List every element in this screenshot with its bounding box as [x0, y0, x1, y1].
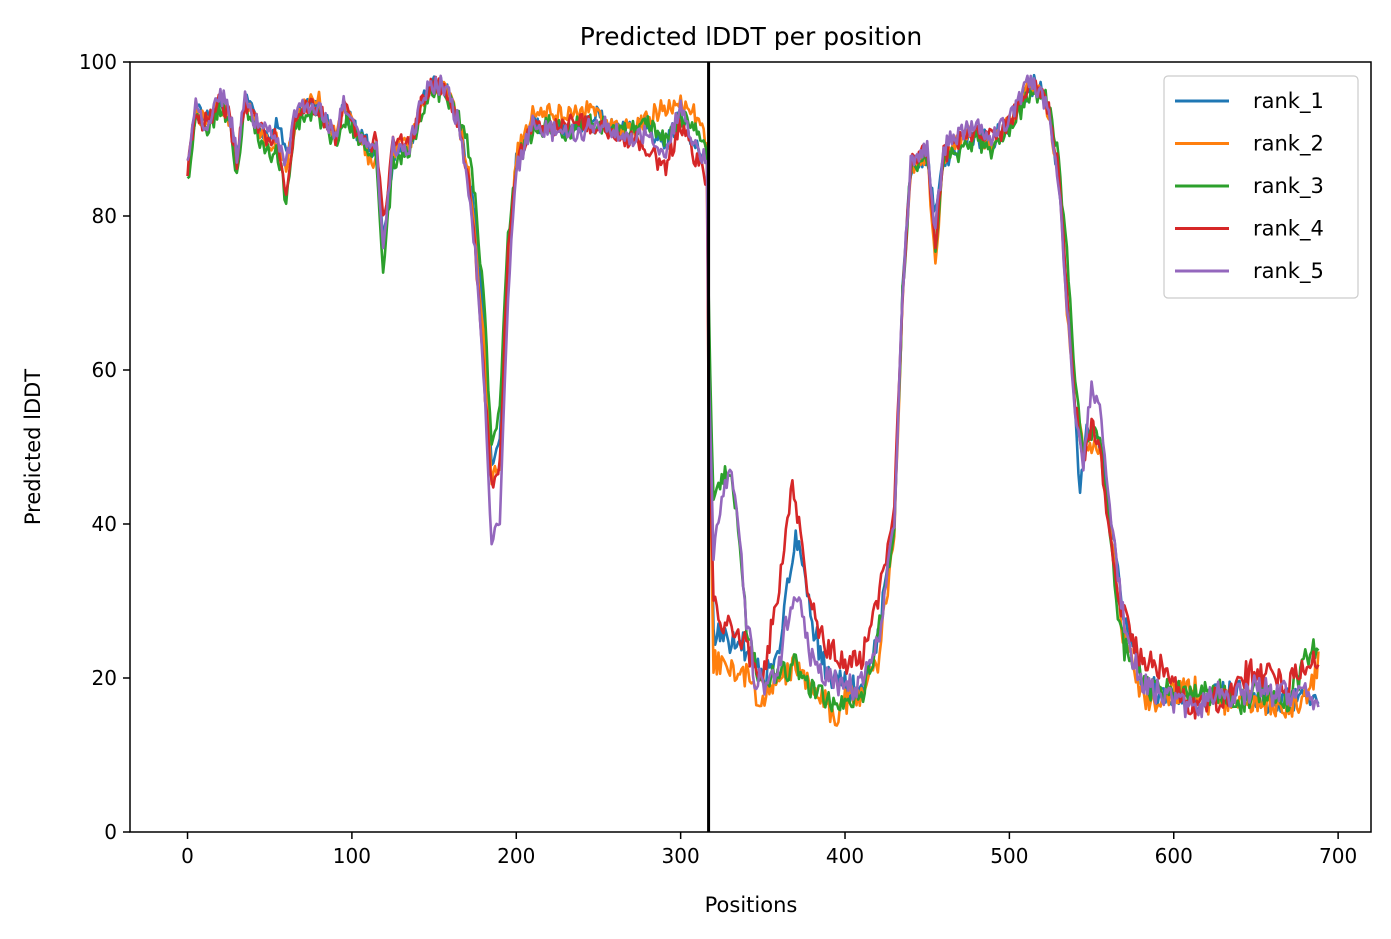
legend: rank_1 rank_2 rank_3 rank_4 rank_5 [1163, 75, 1359, 299]
legend-label-rank_2: rank_2 [1253, 132, 1324, 157]
y-tick-label: 100 [79, 50, 117, 74]
x-tick-label: 600 [1155, 844, 1193, 868]
x-tick-label: 400 [826, 844, 864, 868]
plot-frame [129, 61, 1372, 833]
legend-label-rank_1: rank_1 [1253, 89, 1324, 114]
x-axis-label: Positions [705, 893, 798, 917]
y-tick-label: 0 [104, 820, 117, 844]
series-layer [186, 73, 1320, 727]
series-line-rank_5 [186, 74, 1320, 719]
x-tick-label: 700 [1319, 844, 1357, 868]
legend-label-rank_3: rank_3 [1253, 174, 1324, 199]
y-tick-label: 60 [92, 358, 117, 382]
y-axis: 0 20 40 60 80 100 [79, 50, 130, 844]
x-axis: 0 100 200 300 400 500 600 700 [181, 832, 1357, 868]
y-axis-label: Predicted lDDT [21, 369, 45, 525]
x-tick-label: 300 [662, 844, 700, 868]
x-tick-label: 200 [497, 844, 535, 868]
x-tick-label: 0 [181, 844, 194, 868]
x-tick-label: 500 [990, 844, 1028, 868]
chart-title: Predicted lDDT per position [580, 22, 922, 51]
legend-label-rank_4: rank_4 [1253, 217, 1324, 242]
legend-label-rank_5: rank_5 [1253, 259, 1324, 284]
x-tick-label: 100 [333, 844, 371, 868]
y-tick-label: 40 [92, 512, 117, 536]
y-tick-label: 20 [92, 666, 117, 690]
y-tick-label: 80 [92, 204, 117, 228]
legend-box [1163, 75, 1359, 299]
